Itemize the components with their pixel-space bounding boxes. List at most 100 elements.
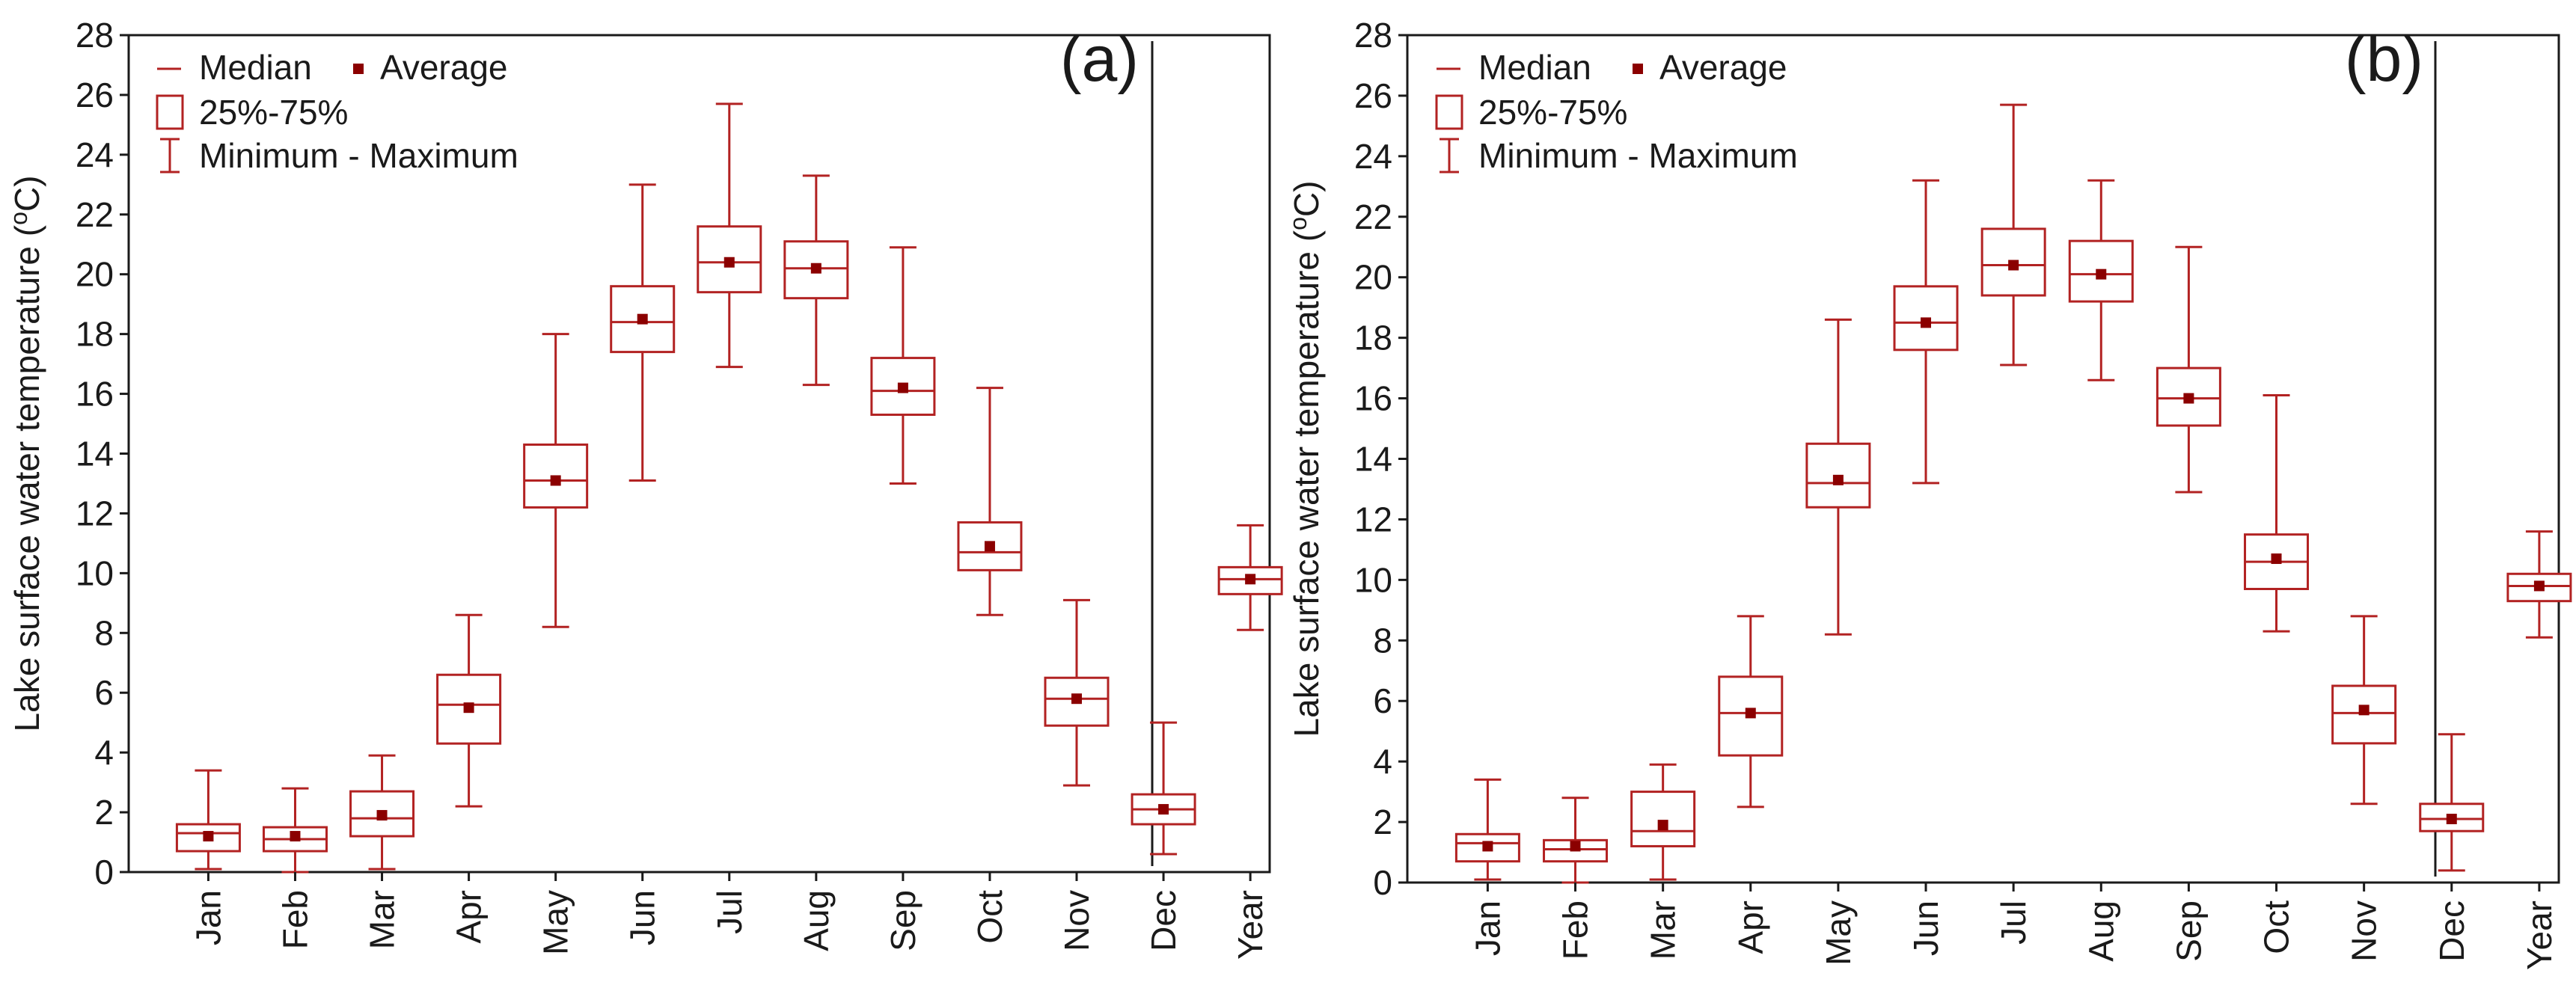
x-tick-label: Apr — [450, 890, 489, 944]
mean-marker — [897, 382, 908, 393]
iqr-box — [1044, 676, 1110, 727]
box-sep — [2156, 245, 2221, 494]
mean-marker — [2183, 393, 2194, 404]
x-tick-label: May — [1819, 900, 1858, 966]
box-mar — [1630, 763, 1696, 881]
box-year — [1217, 524, 1283, 631]
x-tick-label: Feb — [275, 890, 314, 949]
x-tick-label: Aug — [797, 890, 836, 951]
box-dec — [1131, 721, 1196, 856]
iqr-box — [870, 357, 936, 417]
y-tick-label: 14 — [1354, 440, 1392, 479]
legend-average-label: Average — [1659, 48, 1787, 87]
x-tick-label: Dec — [2432, 900, 2471, 962]
box-jul — [697, 102, 762, 369]
y-tick-label: 16 — [76, 375, 114, 414]
mean-marker — [1158, 804, 1169, 815]
mean-marker — [984, 541, 995, 552]
mean-marker — [1745, 708, 1756, 719]
mean-marker — [2358, 705, 2370, 716]
legend-whisker-label: Minimum - Maximum — [1478, 136, 1798, 175]
panel-label: (b) — [2345, 23, 2423, 95]
y-tick-label: 8 — [1373, 621, 1392, 660]
x-tick-label: Dec — [1144, 890, 1183, 951]
box-jul — [1980, 103, 2046, 366]
box-aug — [2068, 179, 2134, 381]
legend-median-label: Median — [199, 48, 312, 87]
y-tick-label: 26 — [1354, 76, 1392, 115]
box-apr — [1718, 615, 1784, 808]
chart-panel-b: 0 2 4 6 8 10 12 14 16 18 20 22 24 26 28 Lake surface wa… — [1287, 0, 2576, 985]
y-tick-label: 24 — [76, 135, 114, 174]
box-sep — [870, 246, 936, 485]
iqr-box — [1543, 838, 1609, 863]
y-axis-label-degree: o — [5, 212, 32, 225]
y-tick-label: 4 — [94, 733, 114, 772]
x-tick-label: Jun — [1906, 900, 1945, 956]
y-tick-label: 20 — [76, 255, 114, 294]
y-tick-label: 14 — [76, 435, 114, 473]
y-tick-label: 22 — [76, 195, 114, 234]
x-tick-label: Jun — [623, 890, 662, 945]
mean-marker — [2446, 814, 2457, 825]
box-jun — [610, 183, 676, 482]
box-mar — [349, 754, 415, 871]
mean-marker — [1570, 841, 1581, 852]
y-tick-label: 20 — [1354, 258, 1392, 297]
legend-average-label: Average — [380, 48, 508, 87]
legend: Median Average 25%-75% Minimum - Maximum — [1435, 48, 1798, 175]
x-tick-label: Jan — [189, 890, 227, 945]
box-may — [523, 333, 589, 628]
x-tick-label: Mar — [1644, 900, 1683, 960]
mean-marker — [810, 263, 822, 274]
mean-marker — [1482, 841, 1493, 852]
x-tick-label: Nov — [2345, 900, 2384, 962]
box-may — [1805, 318, 1871, 636]
legend-median-label: Median — [1478, 48, 1591, 87]
box-nov — [2331, 615, 2397, 806]
y-axis-label-main: Lake surface water temperature ( — [7, 224, 46, 731]
chart-panel-a: 0 2 4 6 8 10 12 14 16 18 20 22 24 26 28 Lake surface wa… — [0, 0, 1287, 985]
mean-marker — [1832, 474, 1844, 485]
y-tick-label: 22 — [1354, 197, 1392, 236]
y-axis-label-unit: C) — [7, 176, 46, 212]
legend-box-swatch — [1435, 94, 1463, 130]
mean-marker — [2008, 260, 2019, 271]
box-jan — [175, 769, 241, 871]
mean-marker — [723, 257, 735, 268]
x-tick-label: Feb — [1556, 900, 1595, 960]
y-axis-label-main: Lake surface water temperature ( — [1287, 230, 1326, 737]
x-tick-label: Year — [1231, 890, 1270, 960]
mean-marker — [203, 831, 214, 842]
mean-marker — [1921, 317, 1932, 328]
box-apr — [436, 613, 502, 808]
mean-marker — [2271, 553, 2282, 565]
legend-average-swatch — [353, 64, 364, 74]
box-year — [2506, 530, 2572, 639]
x-tick-label: Jul — [1994, 900, 2033, 945]
legend-box-label: 25%-75% — [199, 93, 348, 132]
mean-marker — [637, 313, 648, 325]
x-tick-label: Mar — [363, 890, 402, 949]
y-tick-label: 28 — [1354, 16, 1392, 55]
y-axis-label-degree: o — [1287, 217, 1312, 230]
box-jun — [1893, 179, 1959, 485]
y-tick-label: 6 — [94, 673, 114, 712]
x-tick-label: Jan — [1468, 900, 1507, 956]
x-tick-label: May — [536, 890, 575, 955]
y-tick-label: 24 — [1354, 137, 1392, 176]
x-tick-label: Sep — [2169, 900, 2208, 962]
y-tick-label: 2 — [1373, 803, 1392, 841]
x-tick-label: Aug — [2081, 900, 2120, 962]
mean-marker — [1657, 820, 1668, 831]
y-tick-label: 12 — [1354, 500, 1392, 538]
box-oct — [957, 387, 1023, 616]
x-tick-label: Oct — [2257, 900, 2296, 954]
y-tick-label: 18 — [76, 315, 114, 354]
y-tick-label: 10 — [76, 553, 114, 592]
iqr-box — [1454, 832, 1520, 863]
y-tick-label: 28 — [76, 16, 114, 55]
box-feb — [1543, 797, 1609, 884]
mean-marker — [376, 810, 388, 821]
y-tick-label: 26 — [76, 76, 114, 114]
